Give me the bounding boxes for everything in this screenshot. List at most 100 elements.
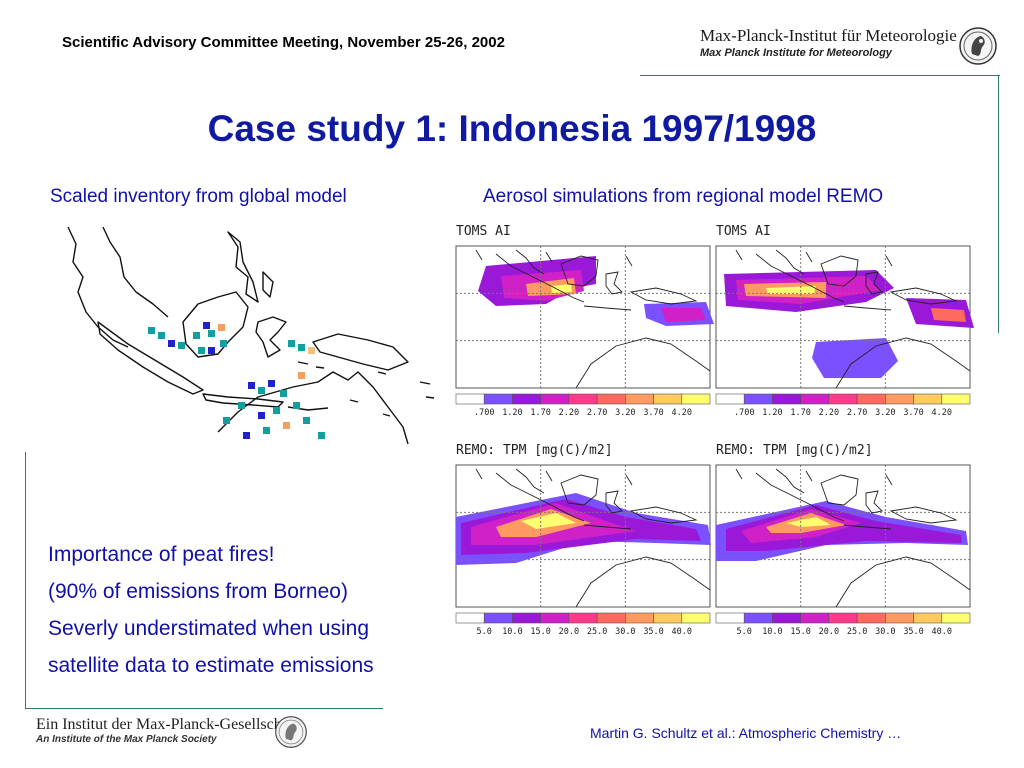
colorbar-tick-label: 35.0: [903, 627, 923, 637]
colorbar-tick-label: 3.70: [903, 408, 923, 418]
colorbar-swatch: [483, 393, 513, 405]
colorbar-swatch: [743, 612, 773, 624]
colorbar-tick-label: 1.70: [530, 408, 550, 418]
left-caption: Scaled inventory from global model: [50, 186, 347, 207]
colorbar-swatch: [455, 393, 485, 405]
coastline: [775, 468, 805, 494]
colorbar-tick-label: 40.0: [932, 627, 952, 637]
colorbar-swatch: [625, 393, 654, 405]
coastline: [583, 524, 632, 530]
plume-shape: [661, 308, 706, 322]
remo-tpm-plot: 5.0 10.0 15.0 20.0 25.0 30.0 35.0 40.0: [715, 464, 971, 637]
colorbar-swatch: [743, 393, 773, 405]
institute-logo: Max-Planck-Institut für Meteorologie Max…: [700, 26, 957, 59]
colorbar-swatch: [913, 612, 943, 624]
colorbar-tick-label: 10.0: [502, 627, 522, 637]
coastline: [843, 524, 892, 530]
colorbar-tick-label: 4.20: [672, 408, 692, 418]
inventory-map: [67, 226, 435, 444]
colorbar-tick-label: 20.0: [819, 627, 839, 637]
colorbar-tick-label: 2.70: [587, 408, 607, 418]
toms-ai-plot: .700 1.20 1.70 2.20 2.70 3.20 3.70 4.20: [455, 245, 714, 418]
colorbar-swatch: [681, 612, 711, 624]
panel-title: TOMS AI: [716, 224, 771, 239]
colorbar-swatch: [828, 393, 858, 405]
bullet-item: Importance of peat fires!: [48, 543, 275, 566]
coastline: [843, 305, 892, 311]
colorbar-tick-label: 15.0: [790, 627, 810, 637]
left-rule: [25, 452, 26, 709]
coastline: [755, 472, 845, 522]
colorbar-tick-label: 3.20: [615, 408, 635, 418]
coastline: [560, 255, 599, 287]
plume-shape: [521, 513, 576, 529]
colorbar-tick-label: 25.0: [847, 627, 867, 637]
colorbar-tick-label: 1.70: [790, 408, 810, 418]
colorbar-swatch: [800, 393, 830, 405]
coastline: [515, 468, 545, 494]
colorbar-tick-label: 30.0: [875, 627, 895, 637]
colorbar-swatch: [596, 612, 626, 624]
colorbar-tick-label: 3.20: [875, 408, 895, 418]
coastline: [865, 490, 883, 514]
header-rule: [640, 75, 1000, 76]
right-rule: [998, 75, 999, 333]
author-credit: Martin G. Schultz et al.: Atmospheric Ch…: [590, 725, 902, 741]
plume-shape: [786, 517, 831, 527]
colorbar-swatch: [856, 393, 886, 405]
colorbar-tick-label: 2.20: [559, 408, 579, 418]
colorbar-swatch: [568, 612, 598, 624]
colorbar-tick-label: 4.20: [932, 408, 952, 418]
coastline: [629, 506, 698, 524]
panel-title: TOMS AI: [456, 224, 511, 239]
coastline: [495, 472, 585, 522]
bullet-item: satellite data to estimate emissions: [48, 654, 374, 677]
colorbar-tick-label: 2.20: [819, 408, 839, 418]
panel-title: REMO: TPM [mg(C)/m2]: [716, 443, 873, 458]
panel-toms-left: TOMS AI .700 1.20 1.70 2.20 2.70 3.20 3.70 4.20: [455, 224, 717, 434]
panel-remo-right: REMO: TPM [mg(C)/m2] 5.0 10.0 15.0 20.0 25.0…: [715, 443, 977, 653]
colorbar-swatch: [596, 393, 626, 405]
colorbar-tick-label: .700: [474, 408, 494, 418]
coastline: [605, 490, 623, 514]
colorbar-tick-label: 30.0: [615, 627, 635, 637]
plume-shape: [931, 308, 966, 322]
coastline: [735, 468, 893, 486]
institute-name-german: Max-Planck-Institut für Meteorologie: [700, 26, 957, 45]
colorbar-tick-label: 1.20: [502, 408, 522, 418]
colorbar-tick-label: 25.0: [587, 627, 607, 637]
colorbar-swatch: [540, 612, 570, 624]
society-name-german: Ein Institut der Max-Planck-Gesellschaft: [36, 716, 299, 733]
colorbar-swatch: [941, 612, 971, 624]
coastline: [889, 506, 958, 524]
remo-tpm-plot: 5.0 10.0 15.0 20.0 25.0 30.0 35.0 40.0: [455, 464, 711, 637]
coastline: [605, 271, 623, 295]
colorbar-tick-label: 3.70: [643, 408, 663, 418]
colorbar-swatch: [800, 612, 830, 624]
colorbar-tick-label: 35.0: [643, 627, 663, 637]
colorbar-swatch: [828, 612, 858, 624]
colorbar-swatch: [512, 612, 541, 624]
coastline: [820, 474, 859, 506]
minerva-seal-icon: [274, 715, 308, 754]
coastline: [865, 271, 883, 295]
coastline: [575, 556, 711, 608]
colorbar-tick-label: 1.20: [762, 408, 782, 418]
society-name-english: An Institute of the Max Planck Society: [36, 734, 217, 745]
colorbar-swatch: [941, 393, 971, 405]
colorbar-swatch: [913, 393, 943, 405]
panel-toms-right: TOMS AI .700 1.20 1.70 2.20 2.70 3.20 3.70 4.20: [715, 224, 977, 434]
panel-remo-left: REMO: TPM [mg(C)/m2] 5.0 10.0 15.0 20.0 25.0…: [455, 443, 717, 653]
coastline: [835, 337, 971, 389]
colorbar-swatch: [772, 393, 801, 405]
coastline: [495, 253, 585, 303]
coastline: [755, 253, 845, 303]
colorbar-swatch: [681, 393, 711, 405]
minerva-seal-icon: [958, 26, 998, 71]
plume-shape: [812, 338, 898, 378]
plume-shape: [551, 284, 572, 293]
right-caption: Aerosol simulations from regional model …: [483, 186, 884, 207]
colorbar-swatch: [455, 612, 485, 624]
coastline: [515, 249, 545, 275]
coastline: [735, 249, 893, 267]
